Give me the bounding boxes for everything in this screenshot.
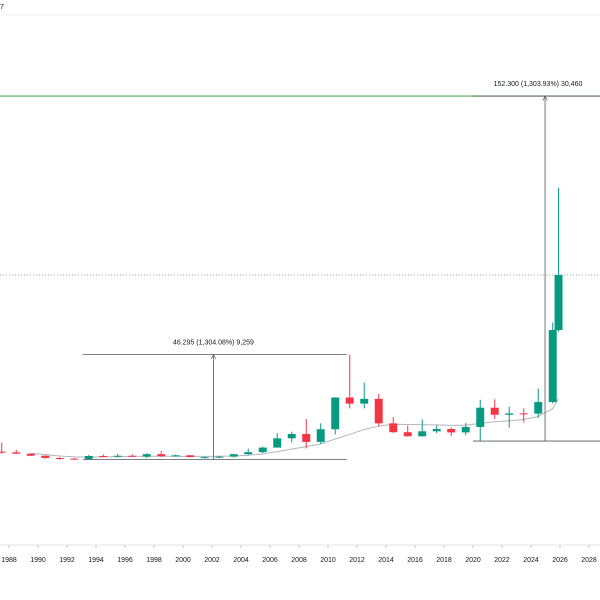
candle-body bbox=[113, 455, 122, 457]
candle-body bbox=[490, 407, 499, 415]
candle-body bbox=[157, 454, 166, 457]
candle-body bbox=[26, 453, 35, 456]
x-tick-label: 1992 bbox=[59, 557, 75, 564]
measure-label: 46.295 (1,304.08%) 9,259 bbox=[173, 339, 254, 346]
x-tick-label: 2004 bbox=[233, 557, 249, 564]
moving-average bbox=[30, 398, 559, 458]
candle-body bbox=[70, 458, 79, 460]
candle-body bbox=[215, 456, 224, 458]
candle-body bbox=[12, 452, 21, 454]
x-tick-label: 2022 bbox=[494, 557, 510, 564]
candle-body bbox=[331, 397, 340, 430]
candle-body bbox=[84, 455, 93, 460]
candle-body bbox=[447, 429, 456, 433]
x-tick-label: 2012 bbox=[349, 557, 365, 564]
x-tick-label: 2028 bbox=[581, 557, 597, 564]
x-tick-label: 2014 bbox=[378, 557, 394, 564]
x-tick-label: 2018 bbox=[436, 557, 452, 564]
measure-label: 152.300 (1,303.93%) 30,460 bbox=[494, 81, 583, 88]
candle-body bbox=[316, 429, 325, 442]
x-tick-label: 1988 bbox=[1, 557, 17, 564]
candle-body bbox=[476, 407, 485, 427]
candle-body bbox=[374, 398, 383, 424]
candle-body bbox=[128, 455, 137, 457]
candle-body bbox=[534, 402, 543, 414]
x-tick-label: 2000 bbox=[175, 557, 191, 564]
candle-body bbox=[200, 457, 209, 459]
candle-body bbox=[548, 330, 557, 403]
candle-body bbox=[229, 454, 238, 457]
candle-body bbox=[142, 454, 151, 457]
candle-body bbox=[186, 455, 195, 458]
candle-body bbox=[505, 413, 514, 415]
candle-body bbox=[244, 452, 253, 455]
candle-body bbox=[0, 451, 6, 453]
candle-body bbox=[258, 447, 267, 453]
candle-body bbox=[554, 274, 563, 331]
candle-body bbox=[389, 423, 398, 433]
candle-body bbox=[99, 455, 108, 457]
candle-body bbox=[360, 398, 369, 404]
candle-body bbox=[171, 455, 180, 457]
candle-body bbox=[302, 433, 311, 442]
chart-title: 7 bbox=[0, 4, 4, 11]
x-tick-label: 2024 bbox=[523, 557, 539, 564]
candle-body bbox=[403, 432, 412, 437]
candle-body bbox=[41, 455, 50, 459]
x-tick-label: 2020 bbox=[465, 557, 481, 564]
x-tick-label: 1990 bbox=[30, 557, 46, 564]
x-tick-label: 2016 bbox=[407, 557, 423, 564]
x-tick-label: 2026 bbox=[552, 557, 568, 564]
x-tick-label: 1996 bbox=[117, 557, 133, 564]
x-tick-label: 1994 bbox=[88, 557, 104, 564]
x-tick-label: 2002 bbox=[204, 557, 220, 564]
candle-body bbox=[519, 413, 528, 415]
candle-body bbox=[55, 458, 64, 460]
x-tick-label: 2008 bbox=[291, 557, 307, 564]
x-tick-label: 2010 bbox=[320, 557, 336, 564]
candle-body bbox=[273, 438, 282, 448]
x-tick-label: 2006 bbox=[262, 557, 278, 564]
candle-body bbox=[287, 433, 296, 439]
candle-body bbox=[461, 426, 470, 433]
candle-body bbox=[418, 431, 427, 437]
candle-body bbox=[345, 397, 354, 404]
candle-body bbox=[432, 429, 441, 432]
x-tick-label: 1998 bbox=[146, 557, 162, 564]
